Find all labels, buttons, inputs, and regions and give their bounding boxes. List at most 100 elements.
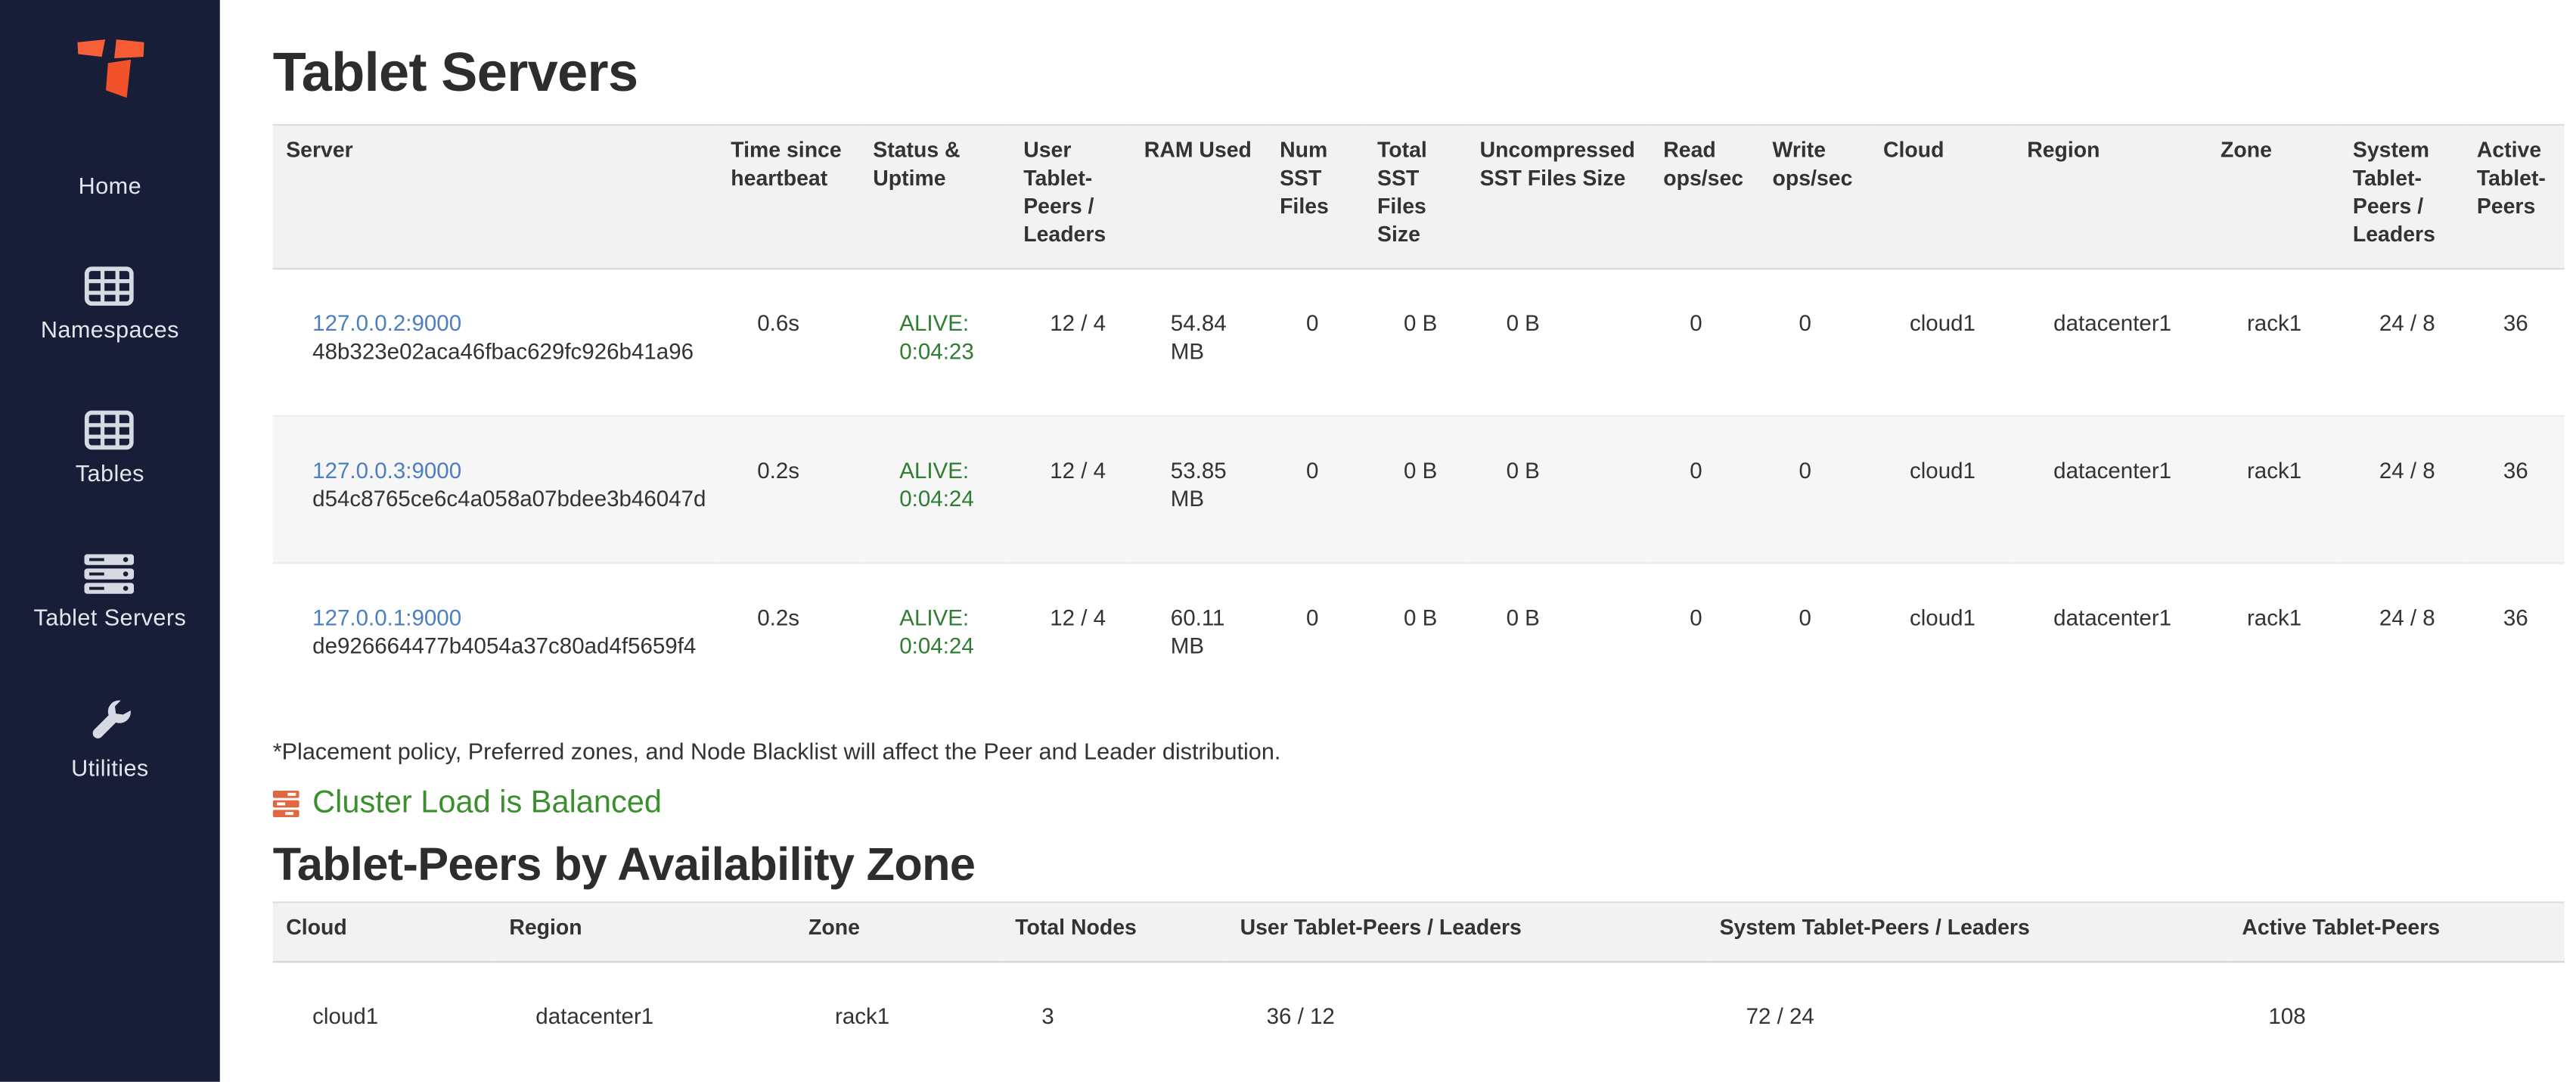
sidebar-item-label: Tablet Servers (33, 603, 187, 630)
placement-footnote: *Placement policy, Preferred zones, and … (272, 738, 1281, 764)
cell-status: ALIVE: 0:04:24 (860, 416, 1010, 564)
cell-write-ops: 0 (1799, 605, 1811, 630)
table-header-row: Cloud Region Zone Total Nodes User Table… (272, 902, 2565, 963)
sidebar-item-namespaces[interactable]: Namespaces (41, 266, 179, 343)
logo-shape (76, 39, 105, 58)
column-header-write-ops: Write ops/sec (1759, 125, 1870, 270)
status-text: ALIVE: (899, 310, 970, 336)
cell-server: 127.0.0.1:9000 de926664477b4054a37c80ad4… (273, 563, 718, 709)
uptime-text: 0:04:24 (899, 633, 974, 659)
tablet-peers-by-zone-table: Cloud Region Zone Total Nodes User Table… (272, 901, 2565, 1080)
yugabyte-logo-icon[interactable] (75, 38, 144, 99)
cell-system-peers: 24 / 8 (2379, 605, 2435, 630)
logo-shape (104, 59, 131, 98)
server-uuid: de926664477b4054a37c80ad4f5659f4 (312, 633, 697, 659)
server-link[interactable]: 127.0.0.1:9000 (312, 605, 462, 630)
cell-cloud: cloud1 (1909, 605, 1975, 630)
cell-region: datacenter1 (535, 1003, 654, 1029)
column-header-ram: RAM Used (1131, 125, 1267, 270)
sidebar-item-label: Utilities (71, 754, 149, 781)
column-header-zone: Zone (2207, 125, 2340, 270)
cell-uncompressed-sst: 0 B (1506, 605, 1540, 630)
cluster-balance-text: Cluster Load is Balanced (312, 785, 663, 821)
cell-status: ALIVE: 0:04:24 (860, 563, 1010, 709)
sidebar-item-label: Namespaces (40, 316, 179, 343)
sidebar-item-utilities[interactable]: Utilities (71, 698, 149, 781)
cell-heartbeat: 0.6s (757, 310, 800, 336)
table-icon (85, 410, 135, 450)
cell-read-ops: 0 (1690, 310, 1702, 336)
tasks-icon (272, 789, 299, 816)
cell-user-peers: 12 / 4 (1050, 458, 1106, 483)
uptime-text: 0:04:24 (899, 486, 974, 511)
cell-ram: 53.85 MB (1170, 458, 1227, 511)
cell-total-nodes: 3 (1041, 1003, 1054, 1029)
column-header-region: Region (2013, 125, 2208, 270)
status-text: ALIVE: (899, 458, 970, 483)
cell-read-ops: 0 (1690, 458, 1702, 483)
server-row: 127.0.0.3:9000 d54c8765ce6c4a058a07bdee3… (272, 415, 2565, 564)
cell-zone: rack1 (2246, 310, 2302, 336)
column-header-heartbeat: Time since heartbeat (717, 125, 860, 270)
main-content: Tablet Servers Server Time since heartbe… (220, 0, 2576, 1082)
cell-cloud: cloud1 (1909, 458, 1975, 483)
server-link[interactable]: 127.0.0.3:9000 (312, 458, 462, 483)
page-title: Tablet Servers (272, 41, 638, 103)
cell-heartbeat: 0.2s (757, 458, 800, 483)
uptime-text: 0:04:23 (899, 339, 974, 364)
cell-server: 127.0.0.2:9000 48b323e02aca46fbac629fc92… (273, 269, 718, 416)
cell-zone: rack1 (835, 1003, 890, 1029)
cell-active-peers: 36 (2503, 605, 2528, 630)
sidebar-item-home[interactable]: Home (78, 172, 142, 199)
cell-system-peers: 24 / 8 (2379, 310, 2435, 336)
cell-num-sst: 0 (1306, 605, 1319, 630)
sidebar-item-tablet-servers[interactable]: Tablet Servers (33, 554, 186, 630)
column-header-uncompressed-sst: Uncompressed SST Files Size (1466, 125, 1650, 270)
column-header-user-peers: User Tablet-Peers / Leaders (1227, 902, 1707, 963)
table-header-row: Server Time since heartbeat Status & Upt… (272, 125, 2565, 270)
column-header-status: Status & Uptime (859, 125, 1010, 270)
sidebar-item-tables[interactable]: Tables (76, 410, 144, 487)
cell-system-peers: 72 / 24 (1746, 1003, 1814, 1029)
cell-server: 127.0.0.3:9000 d54c8765ce6c4a058a07bdee3… (273, 416, 718, 564)
server-icon (85, 554, 135, 594)
cell-zone: rack1 (2246, 605, 2302, 630)
column-header-num-sst: Num SST Files (1266, 125, 1364, 270)
cell-total-sst: 0 B (1404, 458, 1438, 483)
server-uuid: 48b323e02aca46fbac629fc926b41a96 (312, 339, 694, 364)
cell-region: datacenter1 (2053, 310, 2172, 336)
tablet-servers-table: Server Time since heartbeat Status & Upt… (272, 123, 2565, 710)
section-title-tablet-peers: Tablet-Peers by Availability Zone (272, 838, 976, 891)
cell-active-peers: 36 (2503, 458, 2528, 483)
cell-user-peers: 12 / 4 (1050, 605, 1106, 630)
column-header-total-sst: Total SST Files Size (1364, 125, 1467, 270)
cell-zone: rack1 (2246, 458, 2302, 483)
column-header-region: Region (495, 902, 796, 963)
cell-total-sst: 0 B (1404, 605, 1438, 630)
cell-num-sst: 0 (1306, 310, 1319, 336)
server-row: 127.0.0.1:9000 de926664477b4054a37c80ad4… (272, 563, 2565, 709)
cell-write-ops: 0 (1799, 458, 1811, 483)
column-header-cloud: Cloud (272, 902, 496, 963)
column-header-system-peers: System Tablet-Peers / Leaders (2339, 125, 2464, 270)
zone-row: cloud1 datacenter1 rack1 3 36 / 12 72 / … (273, 962, 2565, 1080)
cell-active-peers: 108 (2268, 1003, 2306, 1029)
cell-ram: 54.84 MB (1170, 310, 1227, 364)
column-header-active-peers: Active Tablet-Peers (2463, 125, 2565, 270)
cell-active-peers: 36 (2503, 310, 2528, 336)
cell-write-ops: 0 (1799, 310, 1811, 336)
logo-shape (113, 39, 144, 58)
status-text: ALIVE: (899, 605, 970, 630)
cell-cloud: cloud1 (1909, 310, 1975, 336)
column-header-active-peers: Active Tablet-Peers (2228, 902, 2565, 963)
server-row: 127.0.0.2:9000 48b323e02aca46fbac629fc92… (273, 269, 2565, 416)
server-link[interactable]: 127.0.0.2:9000 (312, 310, 462, 336)
cell-ram: 60.11 MB (1170, 605, 1225, 659)
cell-user-peers: 36 / 12 (1266, 1003, 1335, 1029)
column-header-system-peers: System Tablet-Peers / Leaders (1706, 902, 2229, 963)
cell-uncompressed-sst: 0 B (1506, 310, 1540, 336)
sidebar: Home Namespaces Tables (0, 0, 220, 1082)
cell-region: datacenter1 (2053, 458, 2172, 483)
table-icon (85, 266, 135, 306)
